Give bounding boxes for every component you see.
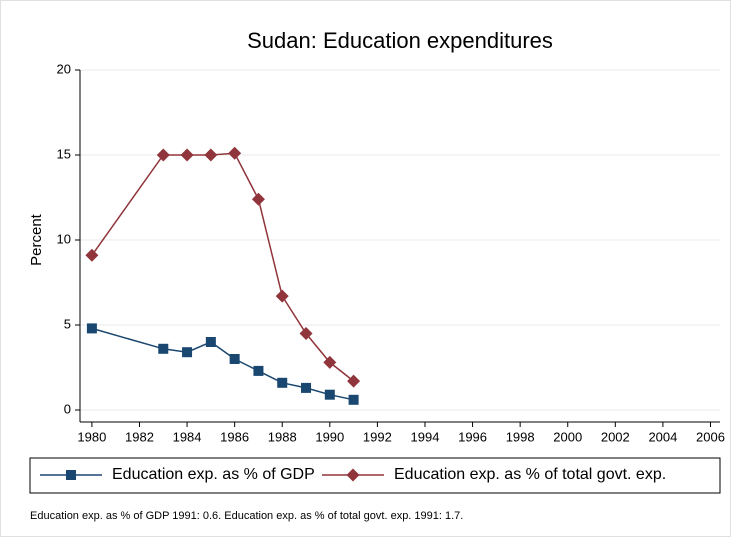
- y-axis-label: Percent: [28, 213, 45, 266]
- y-tick-label: 15: [57, 146, 71, 161]
- y-tick-label: 10: [57, 231, 71, 246]
- point: [182, 347, 193, 358]
- point: [348, 394, 359, 405]
- x-tick-label: 2006: [696, 429, 725, 444]
- x-tick-label: 2004: [648, 429, 677, 444]
- legend-label: Education exp. as % of total govt. exp.: [394, 466, 666, 483]
- x-tick-label: 1982: [125, 429, 154, 444]
- x-tick-label: 1986: [220, 429, 249, 444]
- point: [205, 337, 216, 347]
- point: [229, 354, 240, 364]
- x-tick-label: 1996: [458, 429, 487, 444]
- x-tick-label: 1992: [363, 429, 392, 444]
- legend-marker: [66, 470, 76, 480]
- point: [299, 327, 313, 340]
- legend-label: Education exp. as % of GDP: [112, 466, 315, 483]
- point: [275, 289, 289, 303]
- x-tick-label: 1984: [173, 429, 202, 444]
- x-tick-label: 2000: [553, 429, 582, 444]
- point: [180, 148, 194, 162]
- x-tick-label: 1990: [315, 429, 344, 444]
- x-tick-label: 1994: [411, 429, 440, 444]
- point: [324, 389, 335, 400]
- point: [347, 374, 361, 388]
- y-tick-label: 20: [57, 61, 71, 76]
- point: [228, 146, 242, 160]
- legend-marker: [346, 468, 360, 482]
- point: [156, 148, 170, 162]
- point: [323, 355, 337, 369]
- point: [301, 382, 312, 393]
- x-tick-label: 1980: [77, 429, 106, 444]
- y-tick-label: 0: [64, 401, 71, 416]
- chart-title: Sudan: Education expenditures: [247, 28, 553, 53]
- y-tick-label: 5: [64, 316, 71, 331]
- point: [158, 343, 169, 354]
- note: Education exp. as % of GDP 1991: 0.6. Ed…: [30, 510, 463, 522]
- point: [204, 148, 218, 162]
- x-tick-label: 1988: [268, 429, 297, 444]
- point: [253, 365, 264, 376]
- series-line: [91, 327, 354, 401]
- series-line: [91, 152, 355, 382]
- x-tick-label: 2002: [601, 429, 630, 444]
- point: [86, 323, 97, 334]
- point: [251, 192, 265, 206]
- x-tick-label: 1998: [506, 429, 535, 444]
- point: [277, 377, 288, 388]
- point: [85, 248, 99, 262]
